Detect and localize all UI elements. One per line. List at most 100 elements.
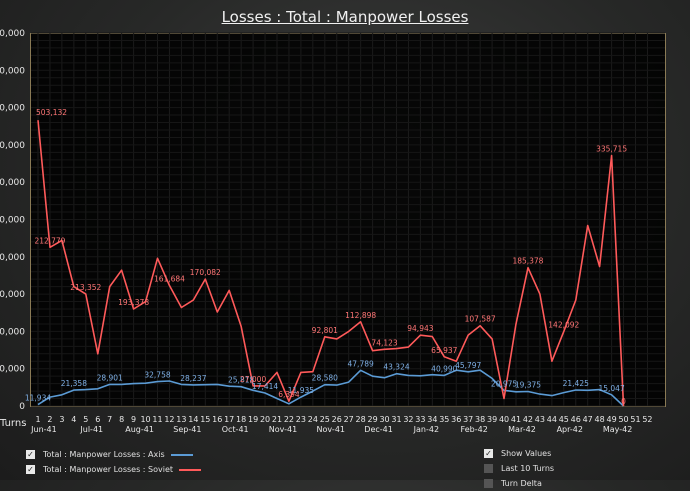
axis-value-label: 45,797 (455, 361, 481, 370)
legend-label-soviet: Total : Manpower Losses : Soviet (43, 465, 174, 474)
axis-value-label: 40,990 (431, 364, 457, 373)
x-tick-label: 32 (403, 415, 413, 424)
soviet-value-label: 6,394 (278, 390, 300, 399)
axis-losses-line (37, 369, 625, 407)
x-tick-label: 26 (332, 415, 342, 424)
x-tick-label: 15 (200, 415, 210, 424)
x-tick-label: 27 (344, 415, 354, 424)
x-tick-label: 13 (176, 415, 186, 424)
legend-item-axis[interactable]: ✓ Total : Manpower Losses : Axis (26, 447, 201, 462)
x-month-label: Feb-42 (461, 425, 488, 434)
option-last-10-turns[interactable]: ✓ Last 10 Turns (484, 461, 554, 476)
soviet-value-label: 335,715 (596, 145, 627, 154)
x-tick-label: 40 (499, 415, 509, 424)
soviet-value-label: 107,587 (465, 315, 496, 324)
axis-value-label: 21,425 (563, 379, 589, 388)
turn-delta-label: Turn Delta (501, 479, 542, 488)
y-tick-label: 500,000 (0, 29, 25, 39)
soviet-value-label: 213,352 (70, 283, 101, 292)
y-tick-label: 250,000 (0, 216, 25, 226)
x-tick-label: 2 (47, 415, 52, 424)
x-tick-label: 51 (630, 415, 640, 424)
y-tick-label: 0 (19, 402, 25, 412)
x-tick-label: 3 (59, 415, 64, 424)
axis-value-label: 20,975 (491, 379, 517, 388)
axis-value-label: 17,414 (252, 382, 278, 391)
turn-delta-checkbox[interactable]: ✓ (484, 479, 493, 488)
axis-value-label: 11,935 (288, 386, 314, 395)
soviet-value-label: 112,898 (345, 311, 376, 320)
x-tick-label: 33 (415, 415, 425, 424)
soviet-value-label: 212,779 (34, 236, 65, 245)
legend: ✓ Total : Manpower Losses : Axis ✓ Total… (26, 447, 202, 477)
x-tick-label: 29 (368, 415, 378, 424)
x-tick-label: 12 (164, 415, 174, 424)
x-tick-label: 21 (272, 415, 282, 424)
x-month-label: Jul-41 (79, 425, 103, 434)
x-tick-label: 11 (152, 415, 162, 424)
axis-value-label: 15,047 (598, 384, 624, 393)
axis-value-label: 28,901 (97, 373, 123, 382)
x-month-label: Apr-42 (557, 425, 583, 434)
x-tick-label: 25 (320, 415, 330, 424)
x-month-label: Oct-41 (222, 425, 249, 434)
x-tick-label: 37 (463, 415, 473, 424)
x-tick-label: 49 (607, 415, 617, 424)
losses-chart: 0 50,000 100,000 150,000 200,000 250,000 300,0… (0, 29, 665, 434)
x-month-label: Nov-41 (269, 425, 297, 434)
show-values-checkbox[interactable]: ✓ (484, 449, 493, 458)
y-tick-label: 150,000 (0, 290, 25, 300)
soviet-value-label: 170,082 (190, 268, 221, 277)
x-tick-label: 52 (642, 415, 652, 424)
soviet-value-label: 193,378 (118, 298, 149, 307)
x-tick-label: 39 (487, 415, 497, 424)
y-tick-label: 100,000 (0, 327, 25, 337)
x-tick-label: 48 (595, 415, 605, 424)
axis-series-checkbox[interactable]: ✓ (26, 450, 35, 459)
x-month-label: May-42 (603, 425, 632, 434)
y-tick-label: 50,000 (0, 365, 25, 375)
axis-value-label: 43,324 (383, 363, 409, 372)
soviet-value-label: 503,132 (36, 108, 67, 117)
x-tick-label: 16 (212, 415, 222, 424)
legend-label-axis: Total : Manpower Losses : Axis (43, 450, 165, 459)
x-tick-label: 8 (119, 415, 124, 424)
soviet-value-label: 74,123 (371, 338, 397, 347)
x-tick-label: 14 (188, 415, 198, 424)
x-axis-title: Turns (0, 418, 27, 429)
soviet-value-label: 0 (621, 397, 626, 406)
legend-item-soviet[interactable]: ✓ Total : Manpower Losses : Soviet (26, 462, 202, 477)
soviet-losses-line (37, 120, 625, 407)
soviet-series-checkbox[interactable]: ✓ (26, 465, 35, 474)
x-tick-label: 45 (559, 415, 569, 424)
axis-value-label: 28,580 (312, 374, 338, 383)
soviet-value-label: 185,378 (512, 257, 543, 266)
x-tick-label: 28 (356, 415, 366, 424)
x-tick-label: 46 (571, 415, 581, 424)
x-tick-label: 35 (439, 415, 449, 424)
x-tick-label: 47 (583, 415, 593, 424)
y-tick-label: 300,000 (0, 178, 25, 188)
x-month-label: Jan-42 (413, 425, 439, 434)
axis-value-label: 25,818 (228, 376, 254, 385)
x-tick-label: 6 (95, 415, 100, 424)
axis-value-label: 28,237 (180, 374, 206, 383)
y-tick-label: 350,000 (0, 141, 25, 151)
x-tick-label: 34 (427, 415, 437, 424)
soviet-color-swatch (179, 468, 202, 471)
x-tick-label: 31 (391, 415, 401, 424)
chart-options: ✓ Show Values ✓ Last 10 Turns ✓ Turn Del… (484, 446, 554, 491)
axis-value-label: 19,375 (515, 381, 541, 390)
x-month-label: Jun-41 (30, 425, 57, 434)
last-10-turns-checkbox[interactable]: ✓ (484, 464, 493, 473)
soviet-value-label: 65,937 (431, 346, 457, 355)
x-tick-label: 50 (618, 415, 628, 424)
show-values-label: Show Values (501, 449, 552, 458)
option-show-values[interactable]: ✓ Show Values (484, 446, 554, 461)
x-month-label: Aug-41 (125, 425, 154, 434)
x-tick-label: 17 (224, 415, 234, 424)
x-tick-label: 22 (284, 415, 294, 424)
option-turn-delta[interactable]: ✓ Turn Delta (484, 476, 554, 491)
y-tick-label: 450,000 (0, 66, 25, 76)
x-month-label: Dec-41 (364, 425, 393, 434)
